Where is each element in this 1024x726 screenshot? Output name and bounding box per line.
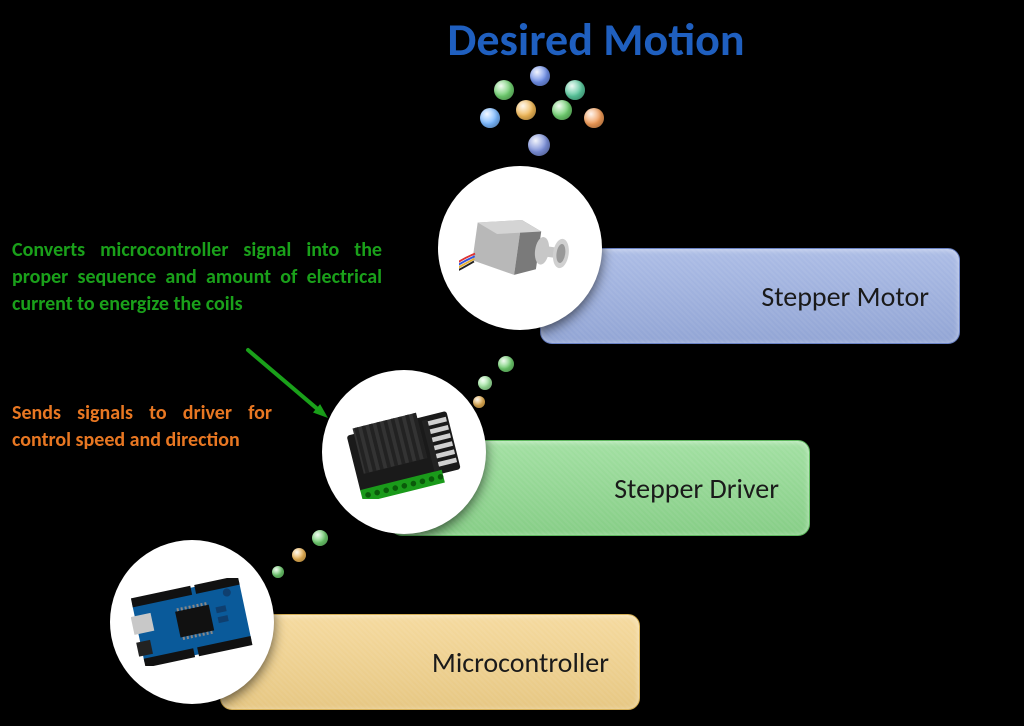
- dot-top_cluster-7: [528, 134, 550, 156]
- microcontroller-icon: [131, 578, 252, 665]
- card-driver-label: Stepper Driver: [614, 471, 779, 506]
- dot-top_cluster-4: [516, 100, 536, 120]
- page-title: Desired Motion: [386, 12, 806, 68]
- dot-path_upper-2: [473, 396, 485, 408]
- mcu-annotation: Sends signals to driver for control spee…: [12, 400, 272, 454]
- motor-circle: [438, 166, 602, 330]
- card-motor-label: Stepper Motor: [761, 279, 929, 314]
- dot-path_lower-2: [272, 566, 284, 578]
- dot-top_cluster-3: [480, 108, 500, 128]
- dot-top_cluster-1: [530, 66, 550, 86]
- stepper-motor-icon: [459, 204, 580, 291]
- dot-top_cluster-0: [494, 80, 514, 100]
- annotation-arrow: [238, 340, 338, 428]
- dot-path_upper-1: [478, 376, 492, 390]
- stepper-driver-icon: [343, 405, 464, 500]
- driver-circle: [322, 370, 486, 534]
- dot-path_lower-0: [312, 530, 328, 546]
- dot-path_upper-0: [498, 356, 514, 372]
- dot-path_lower-1: [292, 548, 306, 562]
- card-mcu-label: Microcontroller: [432, 645, 609, 680]
- card-mcu: Microcontroller: [220, 614, 640, 710]
- dot-top_cluster-5: [552, 100, 572, 120]
- dot-top_cluster-2: [565, 80, 585, 100]
- dot-top_cluster-6: [584, 108, 604, 128]
- driver-annotation: Converts microcontroller signal into the…: [12, 237, 382, 318]
- mcu-circle: [110, 540, 274, 704]
- card-motor: Stepper Motor: [540, 248, 960, 344]
